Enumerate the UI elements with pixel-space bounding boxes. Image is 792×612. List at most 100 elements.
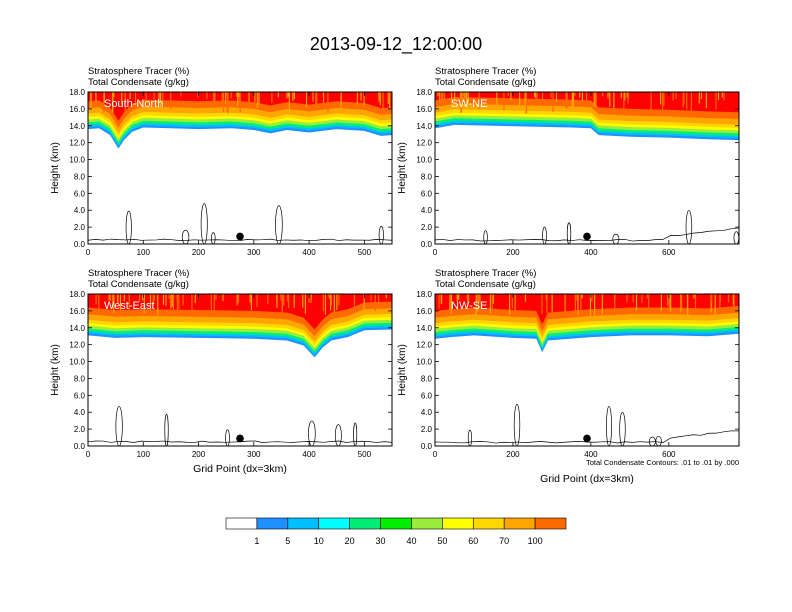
y-tick-label: 10.0 <box>69 156 85 165</box>
condensate-contour <box>566 222 572 244</box>
tracer-streak <box>580 294 582 313</box>
tracer-streak <box>113 294 115 313</box>
tracer-streak <box>478 92 480 109</box>
x-tick-label: 200 <box>192 248 206 257</box>
tracer-streak <box>225 92 227 104</box>
y-tick-label: 16.0 <box>416 307 432 316</box>
x-tick-label: 200 <box>192 450 206 459</box>
tracer-streak <box>310 294 312 303</box>
colorbar-label: 10 <box>314 536 324 546</box>
tracer-streak <box>145 92 147 104</box>
tracer-streak <box>492 294 494 304</box>
y-tick-label: 12.0 <box>69 139 85 148</box>
tracer-streak <box>276 294 278 308</box>
tracer-streak <box>304 294 307 314</box>
tracer-streak <box>119 294 122 311</box>
tracer-streak <box>98 294 100 313</box>
location-dot <box>583 434 591 443</box>
y-axis-label: Height (km) <box>397 344 408 396</box>
colorbar-box <box>287 517 320 530</box>
y-axis-label: Height (km) <box>50 142 61 194</box>
tracer-streak <box>565 92 567 109</box>
x-tick-label: 100 <box>137 450 151 459</box>
panel-name: West-East <box>104 300 155 312</box>
tracer-streak <box>213 294 215 313</box>
tracer-streak <box>550 92 552 98</box>
tracer-streak <box>277 92 279 98</box>
tracer-streak <box>249 294 251 303</box>
tracer-streak <box>503 92 505 111</box>
tracer-streak <box>176 294 178 316</box>
tracer-streak <box>686 92 688 110</box>
tracer-streak <box>524 92 526 114</box>
tracer-streak <box>124 92 126 113</box>
tracer-streak <box>387 92 389 105</box>
location-dot <box>583 232 591 241</box>
y-tick-label: 12.0 <box>416 341 432 350</box>
tracer-streak <box>525 92 528 114</box>
tracer-streak <box>360 92 362 101</box>
tracer-streak <box>717 92 720 101</box>
y-tick-label: 18.0 <box>416 290 432 299</box>
tracer-streak <box>288 92 290 112</box>
tracer-streak <box>468 294 470 302</box>
y-tick-label: 2.0 <box>421 425 433 434</box>
condensate-contour <box>467 429 473 446</box>
tracer-streak <box>178 294 180 310</box>
condensate-contour <box>655 435 662 446</box>
tracer-streak <box>479 294 481 309</box>
tracer-streak <box>288 294 290 309</box>
tracer-streak <box>478 294 480 303</box>
tracer-streak <box>194 294 196 304</box>
tracer-streak <box>316 92 318 111</box>
y-tick-label: 10.0 <box>416 358 432 367</box>
tracer-streak <box>322 294 324 312</box>
tracer-streak <box>519 92 521 107</box>
tracer-streak <box>286 92 288 99</box>
tracer-streak <box>377 294 380 306</box>
colorbar-box <box>318 517 350 530</box>
tracer-streak <box>338 294 340 306</box>
y-tick-label: 12.0 <box>416 139 432 148</box>
tracer-streak <box>650 92 652 114</box>
tracer-streak <box>698 92 700 104</box>
y-tick-label: 2.0 <box>74 425 86 434</box>
tracer-streak <box>694 294 697 315</box>
main-title: 2013-09-12_12:00:00 <box>310 34 482 55</box>
tracer-streak <box>663 92 665 107</box>
y-tick-label: 2.0 <box>421 223 433 232</box>
tracer-streak <box>581 294 583 299</box>
tracer-streak <box>330 294 332 306</box>
panel-name: SW-NE <box>451 98 487 110</box>
tracer-streak <box>465 92 467 98</box>
tracer-streak <box>607 92 609 99</box>
tracer-streak <box>152 294 154 303</box>
tracer-streak <box>117 294 119 304</box>
label-tracer: Stratosphere Tracer (%) <box>435 268 536 279</box>
tracer-streak <box>574 294 576 315</box>
y-tick-label: 18.0 <box>69 88 85 97</box>
x-tick-label: 0 <box>86 248 91 257</box>
tracer-streak <box>566 92 568 105</box>
tracer-streak <box>496 92 498 110</box>
tracer-streak <box>555 92 558 102</box>
tracer-streak <box>180 92 182 97</box>
tracer-streak <box>292 92 294 102</box>
tracer-streak <box>507 92 509 97</box>
tracer-streak <box>162 294 165 305</box>
x-tick-label: 200 <box>506 248 520 257</box>
tracer-streak <box>680 294 682 312</box>
y-tick-label: 8.0 <box>74 374 86 383</box>
tracer-streak <box>370 294 372 302</box>
tracer-streak <box>571 92 574 110</box>
plot-frame <box>434 293 740 447</box>
tracer-streak <box>236 294 238 306</box>
colorbar-box <box>380 517 412 530</box>
tracer-streak <box>168 294 170 300</box>
y-tick-label: 6.0 <box>421 391 433 400</box>
y-axis-label: Height (km) <box>50 344 61 396</box>
condensate-contour <box>353 422 358 446</box>
tracer-streak <box>109 294 111 301</box>
tracer-streak <box>460 92 462 114</box>
